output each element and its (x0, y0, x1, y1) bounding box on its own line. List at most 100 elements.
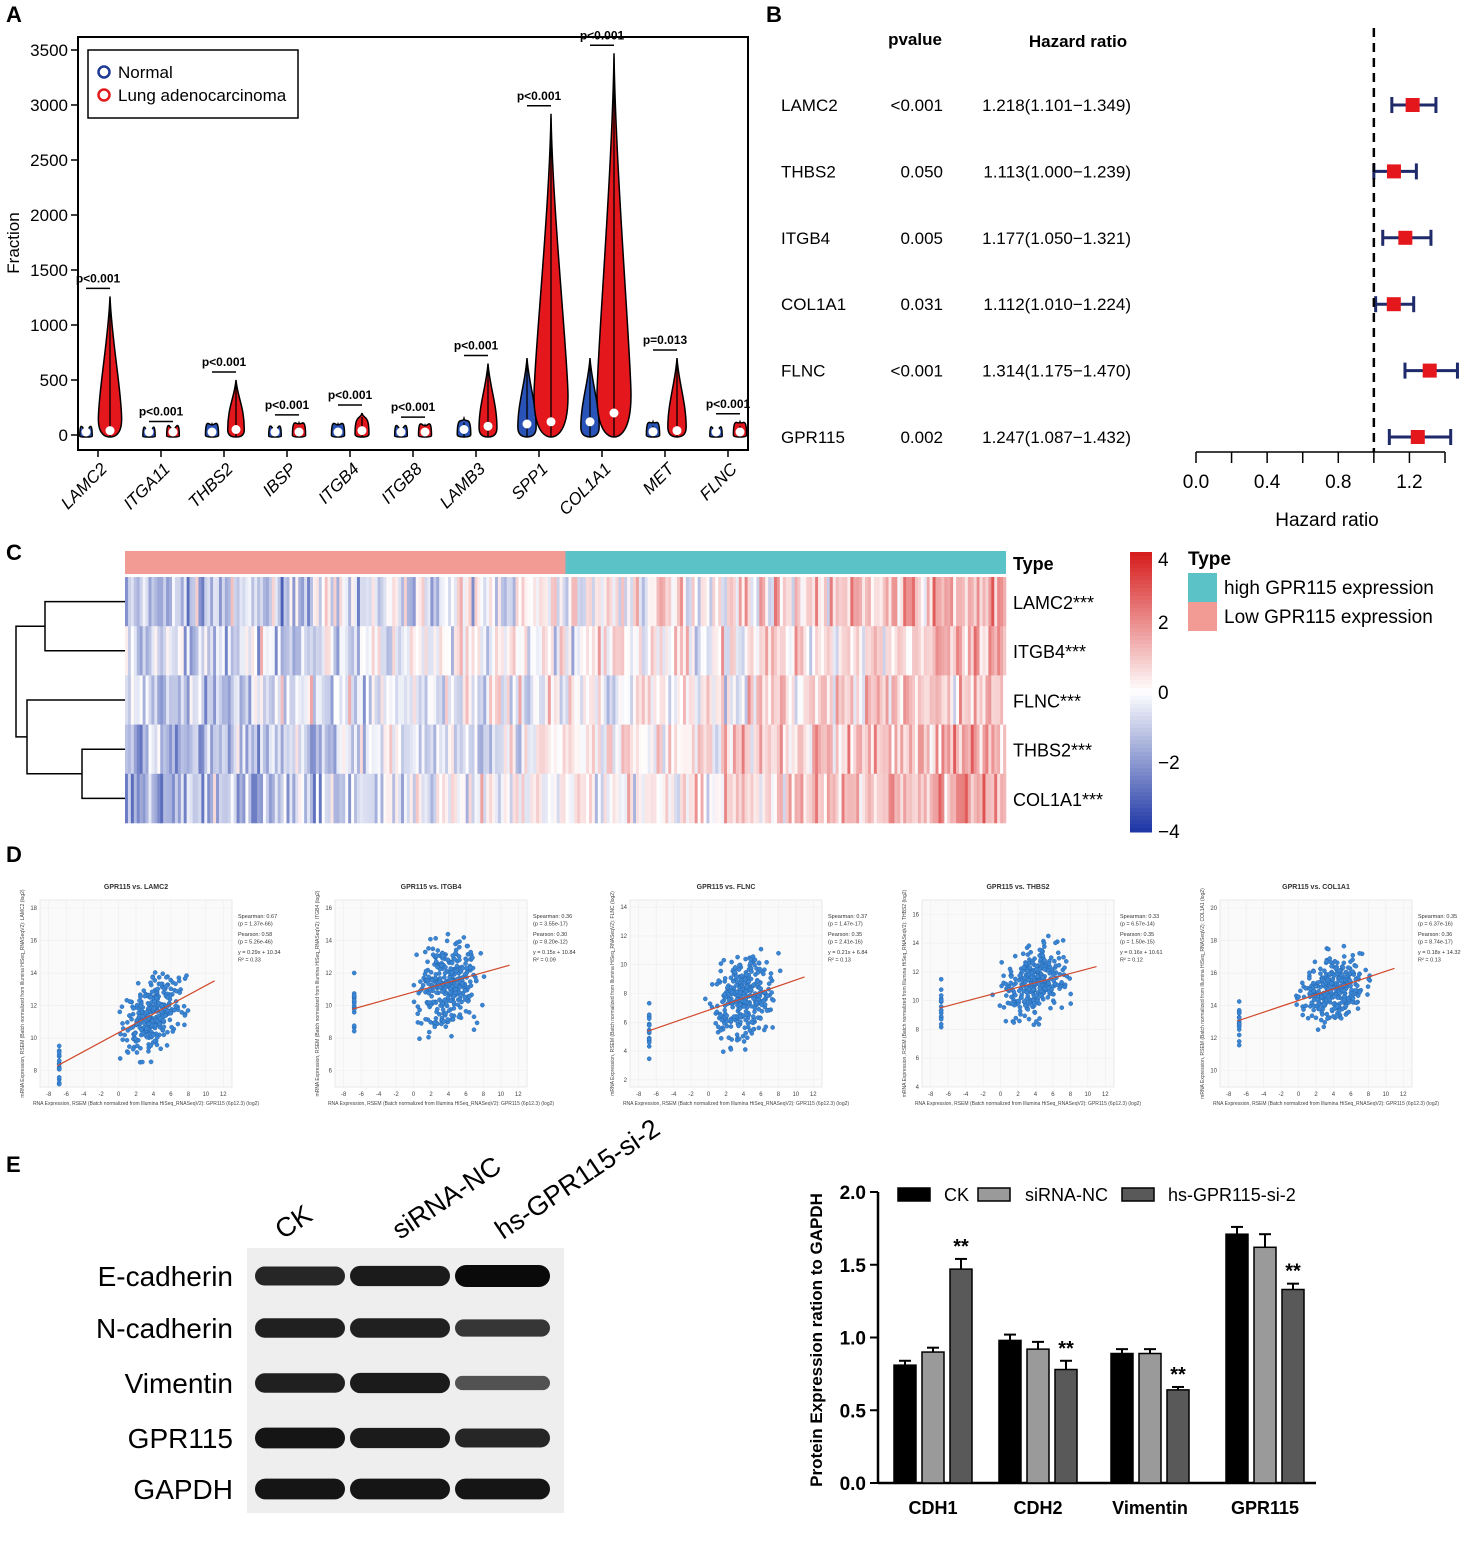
scatter-point (1321, 1024, 1327, 1030)
y-tick-label: 18 (1210, 939, 1217, 945)
heatmap-cell (856, 626, 860, 676)
colorbar-segment (1130, 576, 1152, 581)
heatmap-cell (380, 626, 384, 676)
heatmap-cell (298, 773, 302, 824)
scatter-stats: (p = 1.37e-66) (238, 922, 273, 928)
heatmap-cell (533, 724, 537, 775)
heatmap-cell (401, 626, 405, 676)
heatmap-cell (891, 773, 895, 824)
heatmap-cell (242, 675, 246, 725)
colorbar-segment (1130, 800, 1152, 805)
heatmap-cell (427, 626, 431, 676)
heatmap-cell (715, 675, 719, 725)
heatmap-cell (994, 773, 998, 824)
heatmap-cell (832, 577, 836, 627)
heatmap-cell (127, 626, 132, 676)
x-axis-label: Hazard ratio (1275, 510, 1379, 531)
heatmap-cell (474, 626, 478, 676)
heatmap-cell (685, 724, 690, 775)
heatmap-cell (189, 577, 193, 627)
heatmap-cell (559, 773, 563, 824)
scatter-point (150, 975, 155, 980)
heatmap-cell (809, 626, 813, 676)
heatmap-cell (785, 675, 789, 725)
scatter-point (141, 988, 147, 993)
heatmap-cell (988, 773, 992, 824)
heatmap-cell (994, 626, 998, 676)
violin-median-point (420, 427, 430, 437)
bar (1110, 1352, 1134, 1484)
scatter-point (1011, 1020, 1017, 1025)
y-tick-label: 0.0 (840, 1474, 866, 1495)
heatmap-cell (327, 724, 331, 775)
heatmap-cell (959, 724, 963, 775)
heatmap-cell (809, 724, 813, 775)
heatmap-cell (324, 675, 328, 725)
heatmap-cell (665, 577, 669, 627)
heatmap-cell (724, 626, 728, 676)
heatmap-cell (985, 577, 989, 627)
scatter-point (770, 1025, 775, 1030)
heatmap-cell (301, 773, 305, 824)
forest-hr-text: 1.112(1.010−1.224) (983, 295, 1131, 314)
heatmap-cell (706, 577, 710, 627)
heatmap-cell (568, 626, 572, 676)
scatter-point (1348, 983, 1353, 989)
y-tick-label: 8 (34, 1069, 38, 1075)
heatmap-cell (917, 675, 922, 725)
scatter-point (759, 1002, 764, 1008)
bar (998, 1339, 1022, 1484)
heatmap-cell (433, 724, 437, 775)
lane-label: hs-GPR115-si-2 (490, 1113, 666, 1245)
heatmap-cell (906, 773, 910, 824)
heatmap-cell (427, 773, 431, 824)
heatmap-cell (577, 773, 581, 824)
heatmap-cell (374, 675, 378, 725)
heatmap-cell (926, 773, 930, 824)
scatter-point (1046, 985, 1052, 991)
heatmap-cell (841, 626, 845, 676)
heatmap-cell (471, 675, 475, 725)
scatter-point (1343, 1012, 1349, 1017)
heatmap-cell (330, 724, 334, 775)
heatmap-cell (594, 626, 599, 676)
heatmap-cell (659, 626, 663, 676)
heatmap-cell (192, 577, 196, 627)
y-tick-label: 12 (30, 1004, 37, 1010)
heatmap-cell (920, 577, 925, 627)
heatmap-cell (920, 626, 925, 676)
heatmap-cell (359, 626, 364, 676)
heatmap-cell (782, 773, 786, 824)
annotation-label: Type (1013, 554, 1054, 574)
heatmap-cell (759, 675, 763, 725)
heatmap-cell (909, 724, 913, 775)
heatmap-cell (127, 724, 132, 775)
forest-hr-text: 1.247(1.087−1.432) (982, 428, 1131, 447)
heatmap-cell (133, 675, 137, 725)
violin-median-point (522, 419, 532, 429)
heatmap-cell (638, 773, 643, 824)
scatter-point (468, 949, 473, 955)
heatmap-cell (568, 773, 572, 824)
scatter-point (422, 949, 428, 955)
heatmap-cell (944, 626, 948, 676)
heatmap-cell (392, 626, 396, 676)
heatmap-cell (248, 577, 252, 627)
heatmap-cell (356, 577, 361, 627)
heatmap-cell (867, 724, 872, 775)
heatmap-cell (580, 773, 584, 824)
scatter-point (351, 1023, 357, 1029)
heatmap-cell (186, 773, 190, 824)
heatmap-cell (257, 773, 261, 824)
heatmap-cell (201, 626, 205, 676)
scatter-point (435, 948, 441, 953)
heatmap-cell (812, 577, 816, 627)
scatter-point (1037, 1016, 1042, 1021)
heatmap-cell (950, 577, 954, 627)
colorbar-segment (1130, 684, 1152, 689)
scatter-point (1035, 973, 1040, 979)
heatmap-cell (985, 724, 989, 775)
forest-pvalue: 0.005 (900, 229, 943, 248)
heatmap-cell (500, 626, 505, 676)
